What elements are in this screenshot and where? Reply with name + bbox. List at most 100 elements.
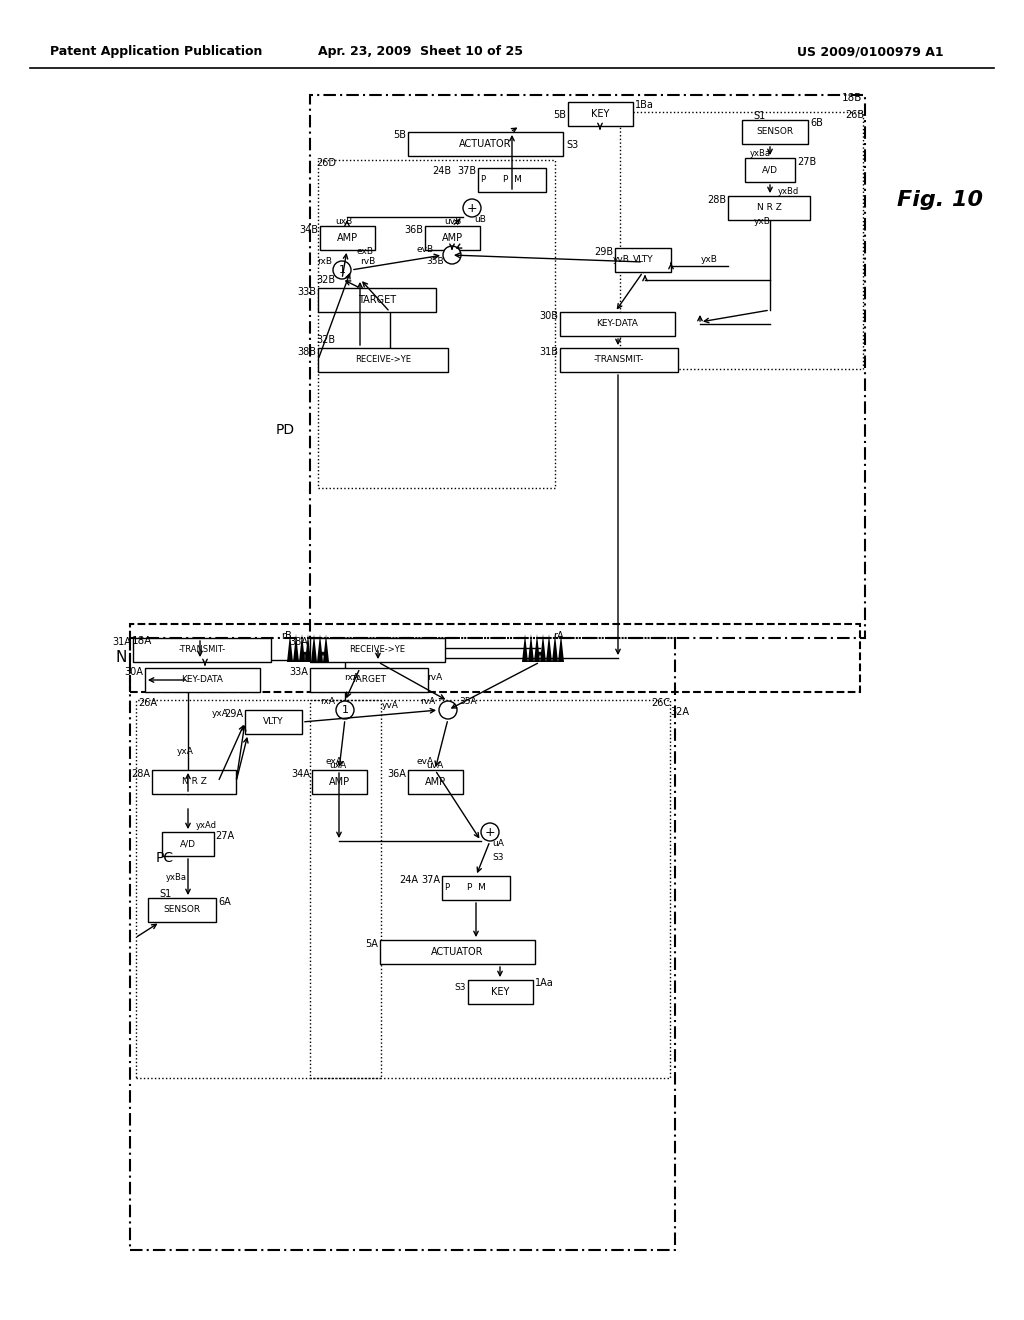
Text: 1Aa: 1Aa (535, 978, 554, 987)
Text: 1Ba: 1Ba (635, 100, 654, 110)
Text: 33B: 33B (297, 286, 316, 297)
Polygon shape (293, 634, 299, 663)
Text: 37B: 37B (457, 166, 476, 176)
Text: +: + (484, 825, 496, 838)
Text: 1: 1 (341, 705, 348, 715)
Polygon shape (534, 634, 540, 663)
Text: S1: S1 (754, 111, 766, 121)
Text: S3: S3 (455, 983, 466, 993)
Text: 33A: 33A (289, 667, 308, 677)
Polygon shape (552, 634, 558, 663)
Text: uA: uA (493, 840, 504, 849)
Text: 26B: 26B (845, 110, 864, 120)
Text: -TRANSMIT-: -TRANSMIT- (594, 355, 644, 364)
Text: TARGET: TARGET (351, 676, 386, 685)
Text: 18A: 18A (132, 636, 153, 645)
Text: 24A: 24A (399, 875, 418, 884)
Text: AMP: AMP (337, 234, 358, 243)
Text: yxAd: yxAd (196, 821, 217, 830)
Text: rvA: rvA (427, 673, 442, 682)
Text: KEY-DATA: KEY-DATA (181, 676, 223, 685)
Bar (130, 638, 675, 1250)
Text: exA: exA (325, 758, 342, 767)
Text: 36A: 36A (387, 770, 406, 779)
Polygon shape (287, 634, 293, 663)
Text: VLTY: VLTY (263, 718, 284, 726)
Text: Fig. 10: Fig. 10 (897, 190, 983, 210)
Text: 32B: 32B (316, 335, 335, 345)
Text: S3: S3 (566, 140, 579, 150)
Bar (620, 112, 863, 370)
Polygon shape (522, 634, 528, 663)
Text: yvB: yvB (613, 256, 630, 264)
Bar (318, 160, 555, 488)
Text: 34A: 34A (291, 770, 310, 779)
Bar (408, 132, 563, 156)
Circle shape (336, 701, 354, 719)
Text: TARGET: TARGET (358, 294, 396, 305)
Bar (312, 770, 367, 795)
Polygon shape (558, 634, 564, 663)
Polygon shape (528, 634, 534, 663)
Circle shape (439, 701, 457, 719)
Polygon shape (317, 634, 323, 663)
Text: RECEIVE->YE: RECEIVE->YE (355, 355, 411, 364)
Text: 5B: 5B (553, 110, 566, 120)
Text: 1: 1 (339, 265, 345, 275)
Bar (318, 348, 449, 372)
Bar (568, 102, 633, 125)
Circle shape (481, 822, 499, 841)
Text: 29A: 29A (224, 709, 243, 719)
Text: 28B: 28B (707, 195, 726, 205)
Bar (130, 624, 860, 692)
Text: 38A: 38A (289, 638, 308, 647)
Text: SENSOR: SENSOR (164, 906, 201, 915)
Bar (615, 248, 671, 272)
Bar (133, 638, 271, 663)
Text: 27B: 27B (797, 157, 816, 168)
Text: 18B: 18B (842, 92, 862, 103)
Text: 31B: 31B (539, 347, 558, 356)
Text: S1: S1 (160, 888, 172, 899)
Text: 5B: 5B (393, 129, 406, 140)
Polygon shape (299, 634, 305, 663)
Text: yxB: yxB (754, 218, 770, 227)
Text: rxA: rxA (321, 697, 336, 706)
Text: N R Z: N R Z (181, 777, 207, 787)
Circle shape (333, 261, 351, 279)
Text: S3: S3 (493, 854, 504, 862)
Polygon shape (546, 634, 552, 663)
Text: AMP: AMP (425, 777, 446, 787)
Bar (425, 226, 480, 249)
Bar (145, 668, 260, 692)
Bar (408, 770, 463, 795)
Text: rvA: rvA (421, 697, 435, 706)
Text: 37A: 37A (421, 875, 440, 884)
Text: KEY-DATA: KEY-DATA (597, 319, 638, 329)
Text: PC: PC (156, 851, 174, 865)
Bar (742, 120, 808, 144)
Text: KEY: KEY (591, 110, 609, 119)
Text: 32B: 32B (316, 275, 335, 285)
Text: yxBa: yxBa (166, 874, 186, 883)
Text: PD: PD (275, 422, 295, 437)
Text: P  M: P M (467, 883, 485, 892)
Text: uB: uB (474, 215, 486, 224)
Text: yxBd: yxBd (778, 187, 800, 197)
Text: A/D: A/D (762, 165, 778, 174)
Text: ACTUATOR: ACTUATOR (459, 139, 512, 149)
Text: 38B: 38B (297, 347, 316, 356)
Text: yxB: yxB (701, 256, 718, 264)
Bar (310, 95, 865, 638)
Circle shape (463, 199, 481, 216)
Text: rA: rA (553, 631, 563, 642)
Polygon shape (305, 634, 311, 663)
Text: ACTUATOR: ACTUATOR (431, 946, 483, 957)
Text: yxA: yxA (212, 710, 228, 718)
Text: 31A: 31A (112, 638, 131, 647)
Bar (560, 348, 678, 372)
Text: Apr. 23, 2009  Sheet 10 of 25: Apr. 23, 2009 Sheet 10 of 25 (317, 45, 522, 58)
Text: 32A: 32A (670, 708, 689, 717)
Text: 5A: 5A (366, 939, 378, 949)
Text: 6A: 6A (218, 898, 230, 907)
